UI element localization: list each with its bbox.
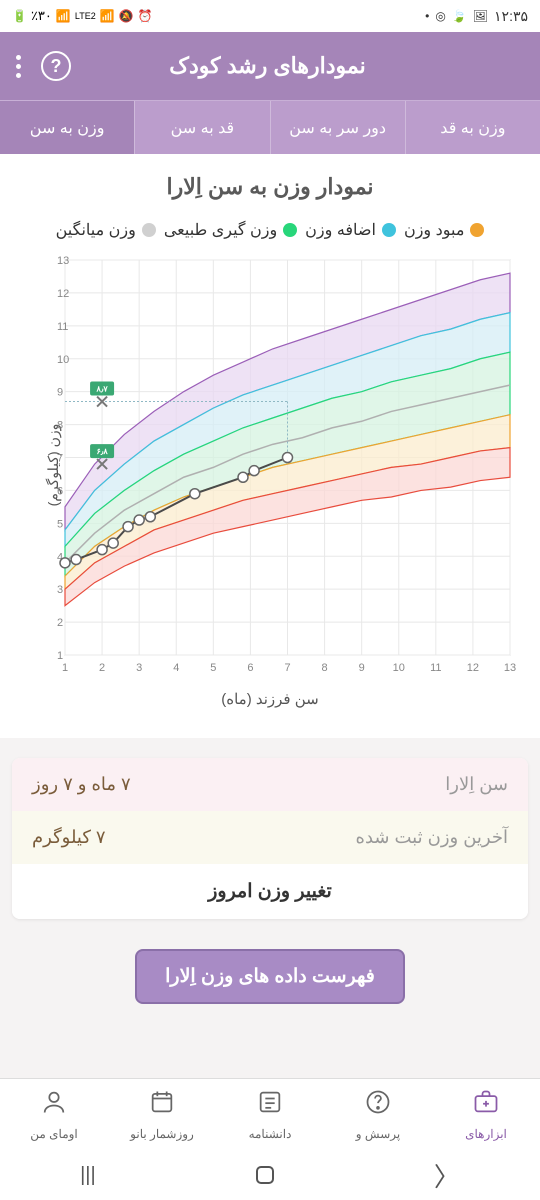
nav-item-medkit[interactable]: ابزارهای <box>432 1079 540 1150</box>
wifi-icon: 📶 <box>100 9 115 23</box>
chart-title: نمودار وزن به سن اِلارا <box>10 174 530 200</box>
clock: ۱۲:۳۵ <box>494 8 528 25</box>
alarm-icon: ⏰ <box>138 9 153 23</box>
svg-text:1: 1 <box>57 650 63 662</box>
svg-text:6: 6 <box>247 662 253 674</box>
svg-text:13: 13 <box>504 662 516 674</box>
legend-label: اضافه وزن <box>305 220 376 240</box>
svg-text:3: 3 <box>136 662 142 674</box>
svg-text:10: 10 <box>57 354 69 366</box>
menu-dots-icon[interactable] <box>16 55 21 78</box>
notif-dot-icon: • <box>425 9 429 23</box>
legend-item: وزن میانگین <box>56 220 156 240</box>
svg-text:8: 8 <box>322 662 328 674</box>
bottom-nav: ابزارهای پرسش و دانشنامه روزشمار بانو اومای … <box>0 1078 540 1150</box>
question-icon <box>364 1088 392 1123</box>
legend-label: وزن گیری طبیعی <box>164 220 277 240</box>
nav-label: دانشنامه <box>249 1127 292 1141</box>
app-header: نمودارهای رشد کودک ? <box>0 32 540 100</box>
back-icon[interactable]: 〉 <box>434 1157 460 1194</box>
nav-label: روزشمار بانو <box>130 1127 194 1141</box>
recent-apps-icon[interactable]: ||| <box>80 1164 96 1187</box>
info-row: سن اِلارا ۷ ماه و ۷ روز <box>12 758 528 811</box>
tab[interactable]: قد به سن <box>134 101 269 154</box>
tab[interactable]: وزن به سن <box>0 101 134 154</box>
svg-text:9: 9 <box>359 662 365 674</box>
svg-text:7: 7 <box>57 453 63 465</box>
news-icon <box>256 1088 284 1123</box>
tab[interactable]: دور سر به سن <box>270 101 405 154</box>
network-label: LTE2 <box>75 11 96 21</box>
instagram-icon: ◎ <box>435 9 445 23</box>
nav-item-question[interactable]: پرسش و <box>324 1079 432 1150</box>
chart-area: وزن (کیلوگرم) 12345678910111213123456789… <box>20 250 520 680</box>
nav-item-calendar[interactable]: روزشمار بانو <box>108 1079 216 1150</box>
signal-icon: 📶 <box>56 9 71 23</box>
svg-text:9: 9 <box>57 387 63 399</box>
svg-text:5: 5 <box>57 518 63 530</box>
leaf-icon: 🍃 <box>452 9 467 23</box>
legend-item: وزن گیری طبیعی <box>164 220 297 240</box>
system-nav-bar: ||| 〉 <box>0 1150 540 1200</box>
svg-text:12: 12 <box>57 288 69 300</box>
gallery-icon: 🖼 <box>473 9 488 23</box>
info-row: آخرین وزن ثبت شده ۷ کیلوگرم <box>12 811 528 864</box>
medkit-icon <box>472 1088 500 1123</box>
change-weight-action[interactable]: تغییر وزن امروز <box>12 864 528 919</box>
x-axis-label: سن فرزند (ماه) <box>10 690 530 708</box>
calendar-icon <box>148 1088 176 1123</box>
info-value: ۷ ماه و ۷ روز <box>32 774 131 795</box>
nav-label: ابزارهای <box>465 1127 507 1141</box>
svg-text:8: 8 <box>57 420 63 432</box>
svg-text:۶٫۸: ۶٫۸ <box>96 447 108 456</box>
info-label: آخرین وزن ثبت شده <box>356 827 508 848</box>
svg-text:2: 2 <box>57 617 63 629</box>
info-label: سن اِلارا <box>445 774 508 795</box>
legend-dot-icon <box>470 223 484 237</box>
svg-text:2: 2 <box>99 662 105 674</box>
mute-icon: 🔕 <box>119 9 134 23</box>
svg-text:۸٫۷: ۸٫۷ <box>95 385 108 394</box>
svg-text:7: 7 <box>284 662 290 674</box>
legend-dot-icon <box>283 223 297 237</box>
svg-text:11: 11 <box>57 321 68 333</box>
status-bar: 🔋 ٪۳۰ 📶 LTE2 📶 🔕 ⏰ • ◎ 🍃 🖼 ۱۲:۳۵ <box>0 0 540 32</box>
svg-text:10: 10 <box>393 662 405 674</box>
help-icon[interactable]: ? <box>41 51 71 81</box>
profile-icon <box>40 1088 68 1123</box>
page-title: نمودارهای رشد کودک <box>71 53 464 79</box>
nav-item-profile[interactable]: اومای من <box>0 1079 108 1150</box>
svg-text:4: 4 <box>173 662 179 674</box>
tab[interactable]: وزن به قد <box>405 101 540 154</box>
legend-dot-icon <box>382 223 396 237</box>
svg-text:1: 1 <box>62 662 68 674</box>
nav-label: اومای من <box>30 1127 78 1141</box>
svg-text:5: 5 <box>210 662 216 674</box>
legend-label: وزن میانگین <box>56 220 136 240</box>
nav-label: پرسش و <box>356 1127 400 1141</box>
chart-svg: 1234567891011121312345678910111213۸٫۷۶٫۸ <box>20 250 520 680</box>
legend-item: مبود وزن <box>404 220 484 240</box>
data-list-button[interactable]: فهرست داده های وزن اِلارا <box>135 949 405 1004</box>
info-value: ۷ کیلوگرم <box>32 827 106 848</box>
home-icon[interactable] <box>256 1166 274 1184</box>
chart-container: نمودار وزن به سن اِلارا مبود وزن اضافه وز… <box>0 154 540 738</box>
tabs-bar: وزن به قددور سر به سنقد به سنوزن به سن <box>0 100 540 154</box>
svg-text:6: 6 <box>57 485 63 497</box>
battery-percent: ٪۳۰ <box>31 8 52 24</box>
chart-legend: مبود وزن اضافه وزن وزن گیری طبیعی وزن میانگ… <box>10 220 530 240</box>
battery-icon: 🔋 <box>12 9 27 23</box>
svg-text:3: 3 <box>57 584 63 596</box>
legend-label: مبود وزن <box>404 220 464 240</box>
svg-text:12: 12 <box>467 662 479 674</box>
svg-text:11: 11 <box>430 662 441 674</box>
legend-item: اضافه وزن <box>305 220 396 240</box>
info-table: سن اِلارا ۷ ماه و ۷ روز آخرین وزن ثبت شده ۷… <box>12 758 528 919</box>
svg-text:13: 13 <box>57 255 69 267</box>
nav-item-news[interactable]: دانشنامه <box>216 1079 324 1150</box>
legend-dot-icon <box>142 223 156 237</box>
